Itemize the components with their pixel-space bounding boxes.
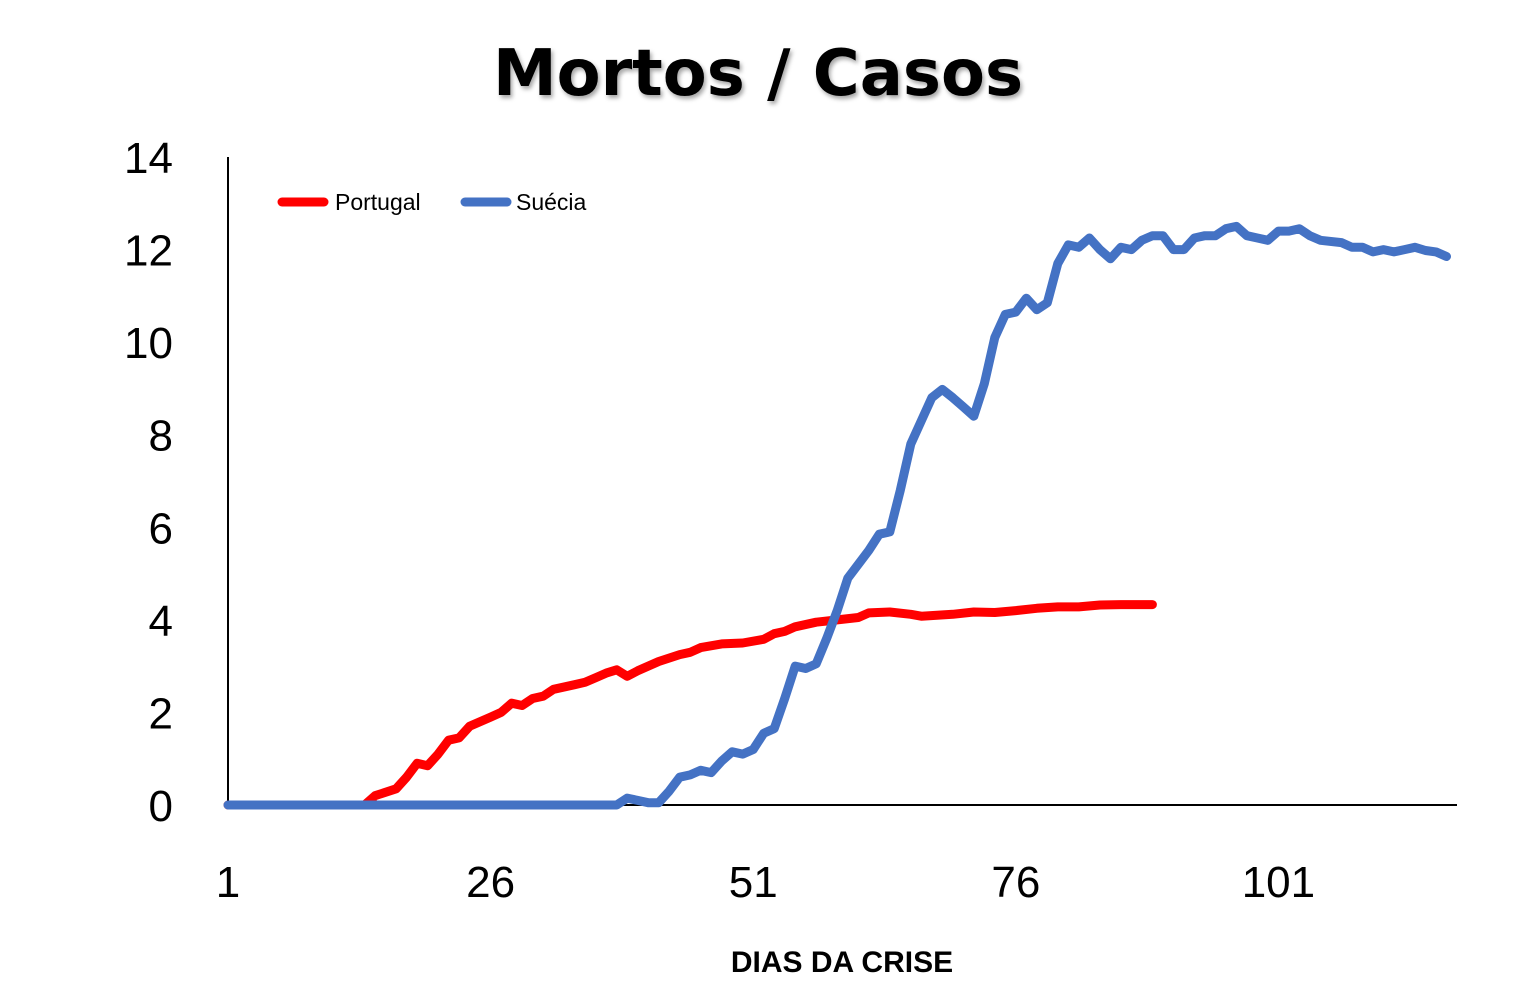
y-tick-label: 10 — [124, 319, 173, 368]
y-tick-label: 8 — [149, 412, 173, 461]
x-tick-label: 76 — [991, 858, 1040, 907]
y-tick-label: 2 — [149, 689, 173, 738]
legend: Portugal Suécia — [277, 189, 587, 215]
x-axis-title: DIAS DA CRISE — [731, 946, 953, 979]
series-lines — [223, 221, 1451, 810]
y-tick-label: 4 — [149, 597, 173, 646]
x-tick-labels: 1 26 51 76 101 — [216, 858, 1315, 907]
x-tick-label: 1 — [216, 858, 240, 907]
y-tick-label: 12 — [124, 227, 173, 276]
chart-title: Mortos / Casos — [493, 37, 1023, 111]
x-tick-label: 26 — [466, 858, 515, 907]
y-tick-labels: 0 2 4 6 8 10 12 14 — [124, 134, 173, 831]
x-tick-label: 101 — [1242, 858, 1315, 907]
series-line-suecia — [223, 221, 1451, 810]
y-tick-label: 14 — [124, 134, 173, 183]
legend-label-suecia: Suécia — [516, 189, 587, 215]
series-line-portugal — [223, 600, 1157, 810]
y-tick-label: 6 — [149, 504, 173, 553]
x-tick-label: 51 — [729, 858, 778, 907]
y-tick-label: 0 — [149, 782, 173, 831]
legend-label-portugal: Portugal — [335, 189, 421, 215]
